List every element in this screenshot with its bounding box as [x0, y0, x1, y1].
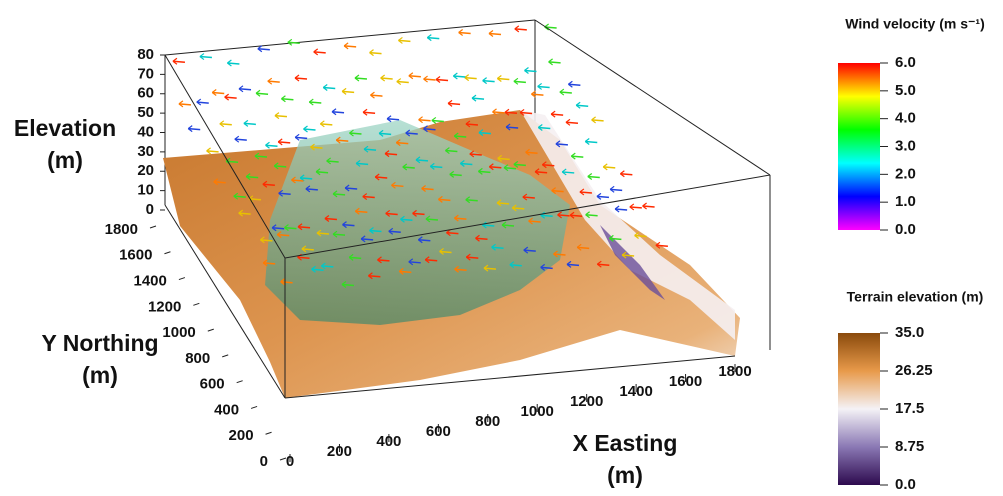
colorbar-tick-label: 8.75 — [895, 438, 924, 455]
axis-label: (m) — [607, 462, 643, 488]
tick-label: 10 — [137, 182, 154, 199]
colorbar-tick-label: 0.0 — [895, 476, 916, 491]
colorbar — [838, 63, 880, 230]
tick-mark — [222, 355, 228, 357]
colorbar-tick-label: 2.0 — [895, 165, 916, 182]
colorbar-tick-label: 35.0 — [895, 324, 924, 341]
tick-mark — [150, 226, 156, 228]
figure: 0 10 20 30 40 50 60 70 80 Elevation (m) 0 200 400 600 8… — [0, 0, 1003, 491]
tick-mark — [237, 381, 243, 383]
colorbar-tick-label: 0.0 — [895, 221, 916, 238]
colorbar-tick-label: 4.0 — [895, 110, 916, 127]
tick-label: 1800 — [718, 363, 751, 380]
tick-label: 1000 — [162, 324, 195, 341]
tick-label: 1000 — [521, 403, 554, 420]
tick-label: 400 — [214, 401, 239, 418]
colorbar — [838, 333, 880, 485]
colorbar-title: Terrain elevation (m) — [847, 289, 984, 305]
tick-label: 20 — [137, 162, 154, 179]
colorbar-tick-label: 6.0 — [895, 54, 916, 71]
axis-label: Y Northing — [41, 330, 158, 356]
tick-label: 200 — [229, 427, 254, 444]
tick-label: 600 — [426, 423, 451, 440]
axis-label: (m) — [82, 362, 118, 388]
tick-label: 200 — [327, 443, 352, 460]
tick-label: 80 — [137, 46, 154, 63]
tick-label: 60 — [137, 85, 154, 102]
tick-mark — [164, 252, 170, 254]
tick-label: 1400 — [619, 383, 652, 400]
tick-label: 30 — [137, 143, 154, 160]
colorbar-tick-label: 26.25 — [895, 362, 933, 379]
tick-mark — [193, 303, 199, 305]
tick-label: 1800 — [105, 221, 138, 238]
tick-mark — [266, 432, 272, 434]
axis-label: Elevation — [14, 115, 116, 141]
tick-label: 0 — [260, 453, 268, 470]
tick-label: 1400 — [134, 273, 167, 290]
tick-label: 1600 — [669, 373, 702, 390]
tick-label: 600 — [200, 376, 225, 393]
colorbar-tick-label: 17.5 — [895, 400, 924, 417]
axis-label: X Easting — [573, 430, 678, 456]
colorbar-tick-label: 3.0 — [895, 137, 916, 154]
axis-label: (m) — [47, 147, 83, 173]
colorbar-title: Wind velocity (m s⁻¹) — [845, 16, 985, 32]
tick-label: 800 — [185, 350, 210, 367]
tick-label: 40 — [137, 123, 154, 140]
tick-mark — [208, 329, 214, 331]
tick-label: 0 — [146, 201, 154, 218]
tick-label: 1200 — [148, 298, 181, 315]
colorbar-tick-label: 1.0 — [895, 193, 916, 210]
tick-mark — [179, 278, 185, 280]
tick-label: 800 — [475, 413, 500, 430]
tick-label: 400 — [376, 433, 401, 450]
tick-label: 1200 — [570, 393, 603, 410]
tick-mark — [251, 406, 257, 408]
tick-label: 50 — [137, 104, 154, 121]
tick-label: 70 — [137, 65, 154, 82]
tick-label: 0 — [286, 453, 294, 470]
colorbar-tick-label: 5.0 — [895, 82, 916, 99]
tick-label: 1600 — [119, 247, 152, 264]
